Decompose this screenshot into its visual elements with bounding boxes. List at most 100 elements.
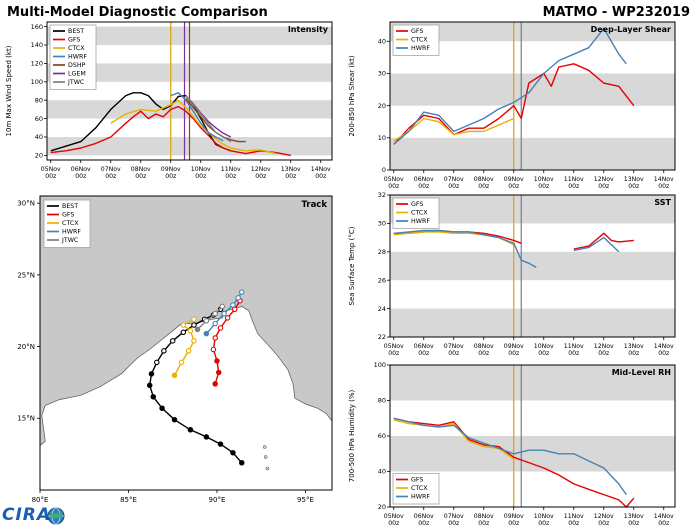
lat-tick: 25°N <box>17 271 35 279</box>
track-jtwc <box>197 305 223 330</box>
x-tick: 00z <box>448 350 459 357</box>
track-point-hwrf <box>238 289 245 295</box>
x-tick: 12Nov <box>594 176 614 183</box>
track-point-ctcx <box>191 338 197 344</box>
x-tick: 00z <box>598 520 609 525</box>
plot-frame <box>389 194 676 338</box>
x-tick: 00z <box>538 350 549 357</box>
x-tick: 00z <box>225 173 236 180</box>
x-tick: 05Nov <box>384 343 404 350</box>
storm-title: MATMO - WP232019 <box>542 5 690 20</box>
y-tick: 32 <box>378 191 386 199</box>
series-ctcx <box>393 117 515 142</box>
x-tick: 00z <box>598 350 609 357</box>
lat-tick: 20°N <box>17 343 35 351</box>
x-tick: 00z <box>105 173 116 180</box>
x-tick: 05Nov <box>384 513 404 520</box>
x-tick: 00z <box>628 183 639 190</box>
legend-label-jtwc: JTWC <box>67 79 85 86</box>
track-point-jtwc <box>194 326 201 333</box>
track-point-best <box>171 416 178 423</box>
island <box>262 445 267 449</box>
x-tick: 09Nov <box>504 176 524 183</box>
cira-logo: CIRA <box>2 505 67 525</box>
x-tick: 00z <box>658 183 669 190</box>
y-tick: 30 <box>378 70 386 78</box>
plot-frame <box>389 21 676 171</box>
y-tick: 80 <box>378 397 386 405</box>
panel-title: Track <box>302 200 328 210</box>
y-axis-label: 10m Max Wind Speed (kt) <box>5 45 13 136</box>
legend-label-ctcx: CTCX <box>411 485 428 492</box>
x-tick: 00z <box>598 183 609 190</box>
sst-svg: 05Nov00z06Nov00z07Nov00z08Nov00z09Nov00z… <box>348 191 676 357</box>
series-gfs <box>393 417 635 508</box>
track-point-gfs <box>215 369 222 376</box>
shaded-band <box>390 436 675 472</box>
track-point-jtwc <box>219 303 226 310</box>
y-tick: 100 <box>374 361 386 369</box>
panel-title: Deep-Layer Shear <box>591 25 671 34</box>
x-tick: 00z <box>388 183 399 190</box>
y-tick: 80 <box>35 96 43 104</box>
series-gfs <box>393 63 635 145</box>
track-point-best <box>148 371 155 377</box>
track-point-best <box>191 322 197 328</box>
y-tick: 30 <box>378 220 386 228</box>
x-tick: 00z <box>448 520 459 525</box>
x-tick: 00z <box>165 173 176 180</box>
legend-label-dshp: DSHP <box>68 62 86 69</box>
lat-tick: 30°N <box>17 200 35 208</box>
island <box>265 466 270 471</box>
x-tick: 07Nov <box>444 513 464 520</box>
landmass <box>40 196 332 446</box>
track-point-gfs <box>231 306 238 313</box>
lon-tick: 85°E <box>120 496 137 504</box>
y-tick: 120 <box>31 60 43 68</box>
x-tick: 05Nov <box>41 166 61 173</box>
x-tick: 10Nov <box>534 176 554 183</box>
x-tick: 00z <box>508 350 519 357</box>
x-tick: 00z <box>628 350 639 357</box>
panel-title: Intensity <box>288 25 329 34</box>
legend-label-gfs: GFS <box>62 212 74 219</box>
x-tick: 00z <box>45 173 56 180</box>
legend-label-gfs: GFS <box>411 477 423 484</box>
series-ctcx <box>393 419 515 460</box>
legend-label-best: BEST <box>62 203 78 210</box>
x-tick: 08Nov <box>474 513 494 520</box>
x-tick: 14Nov <box>654 513 674 520</box>
x-tick: 00z <box>568 350 579 357</box>
legend-label-ctcx: CTCX <box>62 220 79 227</box>
y-tick: 28 <box>378 248 386 256</box>
track-point-best <box>150 394 157 400</box>
plot-frame <box>46 21 333 161</box>
track-point-best <box>159 405 165 412</box>
track-point-gfs <box>214 358 220 364</box>
lon-tick: 95°E <box>297 496 314 504</box>
x-tick: 00z <box>478 520 489 525</box>
shaded-band <box>390 137 675 170</box>
y-tick: 160 <box>31 23 43 31</box>
shear-svg: 05Nov00z06Nov00z07Nov00z08Nov00z09Nov00z… <box>348 21 676 190</box>
y-tick: 24 <box>378 305 386 313</box>
series-ctcx <box>393 231 515 246</box>
x-tick: 13Nov <box>281 166 301 173</box>
y-tick: 100 <box>31 78 43 86</box>
y-axis-label: 700-500 hPa Humidity (%) <box>348 390 356 483</box>
globe-icon <box>47 507 65 525</box>
x-tick: 00z <box>538 183 549 190</box>
rh-svg: 05Nov00z06Nov00z07Nov00z08Nov00z09Nov00z… <box>348 361 676 527</box>
x-tick: 00z <box>285 173 296 180</box>
y-tick: 20 <box>378 102 386 110</box>
x-tick: 07Nov <box>444 343 464 350</box>
x-tick: 10Nov <box>534 513 554 520</box>
legend-label-hwrf: HWRF <box>411 45 430 52</box>
track-point-gfs <box>224 315 231 321</box>
legend-label-gfs: GFS <box>68 37 80 44</box>
y-tick: 22 <box>378 333 386 341</box>
track-point-hwrf <box>203 330 210 337</box>
track-point-ctcx <box>185 348 192 354</box>
x-tick: 00z <box>418 520 429 525</box>
